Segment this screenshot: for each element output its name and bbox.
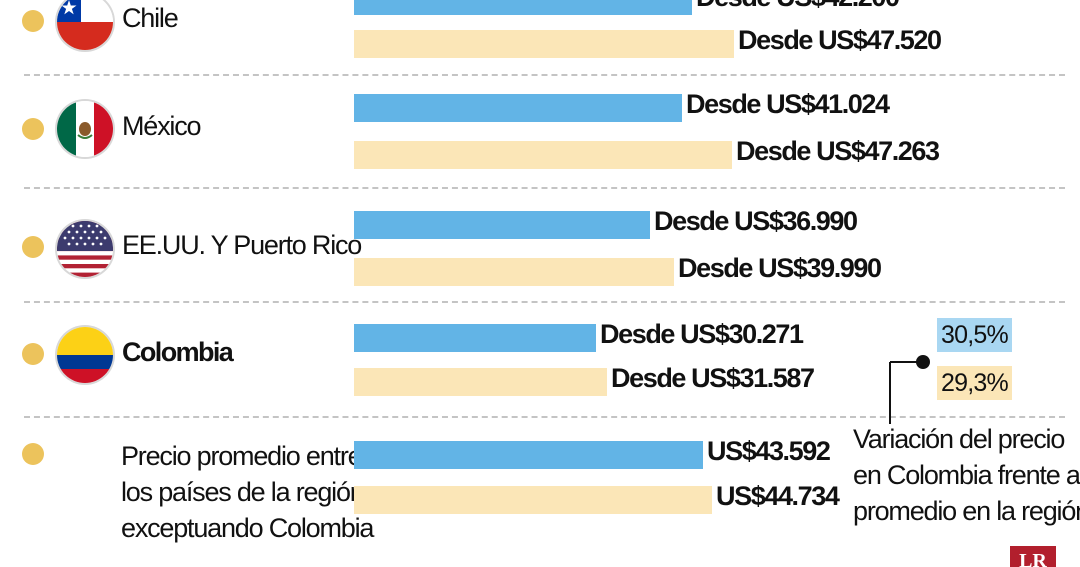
country-label-mexico: México bbox=[122, 111, 202, 141]
average-label-line: Precio promedio entre bbox=[121, 441, 363, 471]
country-label-chile: Chile bbox=[122, 3, 179, 33]
bar-value-label: Desde US$47.520 bbox=[738, 25, 942, 55]
bullet-icon bbox=[22, 118, 44, 140]
variation-pct-blue: 30,5% bbox=[937, 318, 1012, 352]
bar-value-label: Desde US$31.587 bbox=[611, 363, 815, 393]
bullet-icon bbox=[22, 443, 44, 465]
bar-cream-3 bbox=[354, 258, 674, 286]
bar-value-label: Desde US$41.024 bbox=[686, 89, 890, 119]
bar-value-label: Desde US$39.990 bbox=[678, 253, 882, 283]
country-label-colombia: Colombia bbox=[122, 337, 234, 367]
bar-value-label: Desde US$36.990 bbox=[654, 206, 858, 236]
variation-note-line: en Colombia frente al bbox=[853, 460, 1080, 490]
colombia-flag-icon bbox=[57, 327, 113, 383]
bar-cream-1 bbox=[354, 30, 734, 58]
bar-value-label: Desde US$47.263 bbox=[736, 136, 940, 166]
row-divider bbox=[24, 74, 1065, 76]
variation-note-line: Variación del precio bbox=[853, 424, 1065, 454]
variation-note-line: promedio en la región bbox=[853, 496, 1080, 526]
bar-value-label: US$43.592 bbox=[707, 436, 831, 466]
average-label-line: los países de la región, bbox=[121, 477, 371, 507]
usa-flag-icon bbox=[57, 221, 113, 277]
average-label-line: exceptuando Colombia bbox=[121, 513, 374, 543]
bar-blue-4 bbox=[354, 324, 596, 352]
bar-blue-3 bbox=[354, 211, 650, 239]
publisher-logo: LR bbox=[1010, 546, 1056, 567]
bar-blue-1 bbox=[354, 0, 692, 15]
callout-connector bbox=[889, 355, 930, 424]
row-divider bbox=[24, 416, 1065, 418]
variation-pct-cream: 29,3% bbox=[937, 366, 1012, 400]
bar-cream-2 bbox=[354, 141, 732, 169]
bullet-icon bbox=[22, 343, 44, 365]
chile-flag-icon bbox=[57, 0, 113, 50]
bar-blue-5 bbox=[354, 441, 703, 469]
bar-value-label: Desde US$30.271 bbox=[600, 319, 804, 349]
variation-note: Variación del precio en Colombia frente … bbox=[853, 421, 1080, 529]
bar-blue-2 bbox=[354, 94, 682, 122]
row-divider bbox=[24, 187, 1065, 189]
average-label: Precio promedio entre los países de la r… bbox=[121, 438, 374, 546]
country-label-usa: EE.UU. Y Puerto Rico bbox=[122, 230, 362, 260]
bar-cream-4 bbox=[354, 368, 607, 396]
mexico-flag-icon bbox=[57, 101, 113, 157]
row-divider bbox=[24, 301, 1065, 303]
bullet-icon bbox=[22, 236, 44, 258]
bullet-icon bbox=[22, 10, 44, 32]
bar-value-label: US$44.734 bbox=[716, 481, 840, 511]
bar-cream-5 bbox=[354, 486, 712, 514]
bar-value-label: Desde US$42.200 bbox=[696, 0, 900, 13]
